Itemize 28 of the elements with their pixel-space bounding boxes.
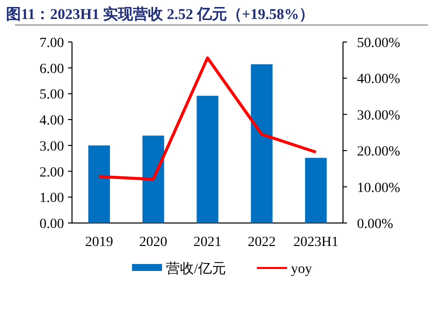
y-tick-label: 7.00 bbox=[40, 36, 64, 51]
y-tick-label: 0.00 bbox=[40, 217, 64, 232]
bar bbox=[196, 96, 218, 223]
x-tick-label: 2019 bbox=[85, 235, 114, 250]
y-tick-label: 5.00 bbox=[40, 88, 64, 103]
y-tick-label: 6.00 bbox=[40, 62, 64, 77]
legend-label: 营收/亿元 bbox=[166, 261, 226, 277]
bar bbox=[88, 145, 110, 223]
y-tick-label: 3.00 bbox=[40, 139, 64, 154]
bar bbox=[142, 136, 164, 223]
x-tick-label: 2023H1 bbox=[293, 235, 338, 250]
line-series bbox=[98, 56, 318, 181]
y-tick-label: 1.00 bbox=[40, 191, 64, 206]
bar bbox=[305, 158, 327, 223]
chart-title: 图11：2023H1 实现营收 2.52 亿元（+19.58%） bbox=[6, 5, 314, 23]
y2-tick-label: 10.00% bbox=[357, 180, 400, 196]
y2-tick-label: 40.00% bbox=[357, 72, 400, 88]
y-tick-label: 4.00 bbox=[40, 114, 64, 129]
bar bbox=[250, 64, 273, 223]
x-tick-label: 2020 bbox=[139, 235, 168, 250]
y-tick-label: 2.00 bbox=[40, 165, 64, 180]
y2-tick-label: 50.00% bbox=[357, 36, 400, 51]
x-tick-label: 2022 bbox=[248, 235, 276, 250]
y2-tick-label: 0.00% bbox=[357, 217, 394, 232]
legend-label: yoy bbox=[291, 262, 312, 277]
y2-tick-label: 30.00% bbox=[357, 108, 400, 124]
x-tick-label: 2021 bbox=[194, 235, 222, 250]
y2-tick-label: 20.00% bbox=[357, 144, 400, 160]
